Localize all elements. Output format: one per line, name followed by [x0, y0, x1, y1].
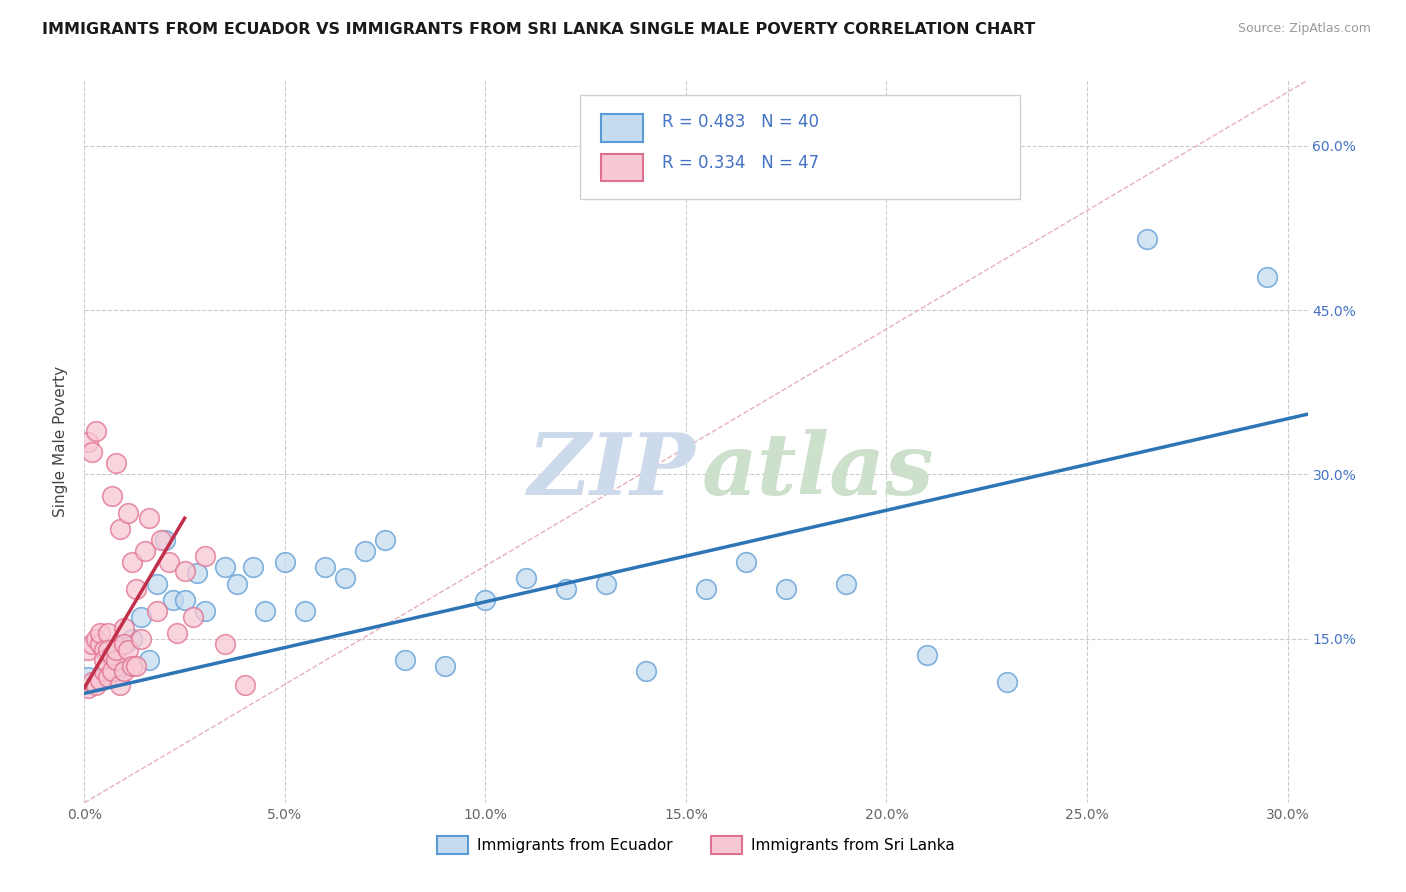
Point — [173, 593, 195, 607]
Text: ZIP: ZIP — [529, 429, 696, 512]
Point — [915, 648, 938, 662]
Text: IMMIGRANTS FROM ECUADOR VS IMMIGRANTS FROM SRI LANKA SINGLE MALE POVERTY CORRELA: IMMIGRANTS FROM ECUADOR VS IMMIGRANTS FR… — [42, 22, 1035, 37]
Point — [294, 604, 316, 618]
Point — [86, 424, 108, 438]
Point — [835, 577, 858, 591]
Point — [354, 544, 377, 558]
Point — [138, 511, 160, 525]
Point — [374, 533, 396, 547]
Point — [186, 566, 208, 580]
Point — [129, 632, 152, 646]
Point — [77, 670, 100, 684]
Point — [162, 593, 184, 607]
Point — [114, 637, 136, 651]
Point — [82, 675, 104, 690]
Point — [1256, 270, 1278, 285]
Point — [77, 681, 100, 695]
Point — [97, 626, 120, 640]
Point — [86, 632, 108, 646]
Point — [434, 659, 457, 673]
Point — [97, 642, 120, 657]
Point — [86, 677, 108, 691]
Point — [110, 522, 132, 536]
Point — [82, 445, 104, 459]
Point — [554, 582, 576, 597]
Point — [101, 648, 124, 662]
Point — [89, 673, 111, 688]
Point — [225, 577, 247, 591]
Bar — [600, 114, 644, 142]
Point — [153, 533, 176, 547]
Point — [93, 665, 115, 679]
Point — [105, 457, 128, 471]
Point — [995, 675, 1018, 690]
Point — [105, 653, 128, 667]
Point — [333, 571, 356, 585]
Point — [121, 659, 143, 673]
Point — [114, 637, 136, 651]
Point — [145, 604, 167, 618]
Point — [86, 675, 108, 690]
Point — [735, 555, 758, 569]
Point — [89, 626, 111, 640]
Point — [157, 555, 180, 569]
Point — [93, 653, 115, 667]
Point — [634, 665, 657, 679]
Point — [114, 621, 136, 635]
Point — [173, 564, 195, 578]
Point — [93, 670, 115, 684]
Point — [138, 653, 160, 667]
Point — [145, 577, 167, 591]
Point — [253, 604, 276, 618]
Point — [474, 593, 496, 607]
Point — [394, 653, 416, 667]
Point — [82, 637, 104, 651]
Point — [110, 677, 132, 691]
Point — [117, 642, 139, 657]
Text: Source: ZipAtlas.com: Source: ZipAtlas.com — [1237, 22, 1371, 36]
Point — [194, 604, 217, 618]
Point — [117, 506, 139, 520]
Point — [97, 659, 120, 673]
Point — [125, 582, 148, 597]
Point — [77, 642, 100, 657]
Point — [314, 560, 336, 574]
Point — [101, 489, 124, 503]
Point — [214, 560, 236, 574]
Point — [149, 533, 172, 547]
Point — [194, 549, 217, 564]
Point — [233, 677, 256, 691]
Text: R = 0.334   N = 47: R = 0.334 N = 47 — [662, 154, 818, 172]
Point — [134, 544, 156, 558]
Point — [125, 659, 148, 673]
Point — [105, 665, 128, 679]
Point — [214, 637, 236, 651]
Point — [101, 665, 124, 679]
Point — [274, 555, 297, 569]
Point — [97, 670, 120, 684]
Point — [515, 571, 537, 585]
Y-axis label: Single Male Poverty: Single Male Poverty — [53, 366, 69, 517]
Point — [121, 555, 143, 569]
Point — [114, 665, 136, 679]
Point — [105, 642, 128, 657]
Point — [775, 582, 797, 597]
Legend: Immigrants from Ecuador, Immigrants from Sri Lanka: Immigrants from Ecuador, Immigrants from… — [432, 830, 960, 860]
Point — [121, 632, 143, 646]
Point — [166, 626, 188, 640]
Point — [595, 577, 617, 591]
Text: atlas: atlas — [702, 429, 935, 512]
Text: R = 0.483   N = 40: R = 0.483 N = 40 — [662, 113, 818, 131]
Point — [93, 642, 115, 657]
Point — [89, 637, 111, 651]
FancyBboxPatch shape — [579, 95, 1021, 200]
Point — [242, 560, 264, 574]
Bar — [600, 154, 644, 181]
Point — [181, 609, 204, 624]
Point — [1136, 232, 1159, 246]
Point — [77, 434, 100, 449]
Point — [129, 609, 152, 624]
Point — [695, 582, 717, 597]
